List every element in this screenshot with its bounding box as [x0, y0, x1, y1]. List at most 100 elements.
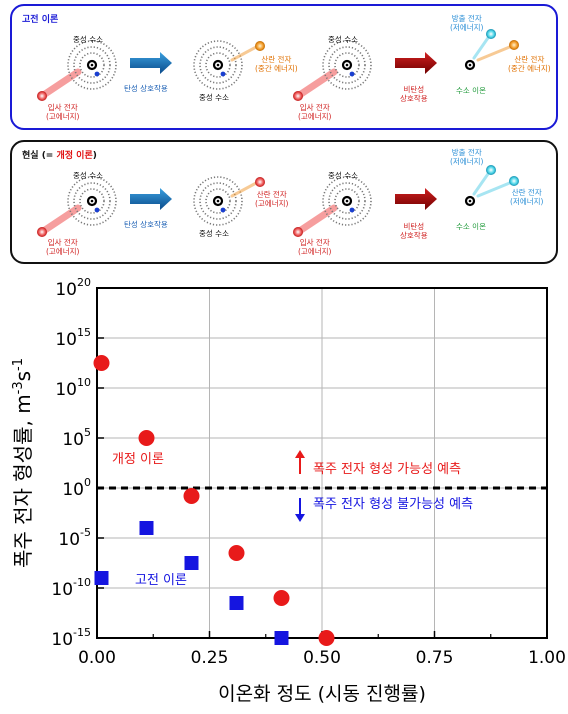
x-axis-label: 이온화 정도 (시동 진행률) [218, 683, 426, 705]
schematic-drawings [37, 29, 519, 237]
up-arrow-icon [295, 450, 305, 474]
scattered-electron-icon [255, 177, 265, 187]
classical-theory-panel: 고전 이론 [10, 4, 558, 130]
hydrogen-ion-label: 수소 이온 [456, 86, 486, 95]
orbital-ring [193, 176, 243, 226]
y-tick-label: 1015 [55, 326, 91, 350]
x-tick-label: 0.00 [78, 648, 116, 668]
incident-electron-icon [37, 227, 47, 237]
bound-electron-icon [220, 71, 226, 77]
data-point-classical [274, 631, 289, 645]
revised-theory-panel: 현실 (= 개정 이론) [10, 140, 558, 264]
hydrogen-label: 중성 수소 [73, 171, 103, 180]
electron-trail [472, 169, 492, 196]
data-point-revised [318, 630, 335, 646]
electron-trail [476, 44, 514, 62]
series-label-revised: 개정 이론 [112, 452, 164, 467]
electron-trail [294, 204, 338, 236]
elastic-arrow-icon [130, 52, 172, 74]
emitted-electron-label: 방출 전자 (저에너지) [450, 148, 484, 166]
ion-core [468, 199, 472, 203]
scattered-electron-icon [255, 41, 265, 51]
orbital-ring [322, 176, 372, 226]
orbital-ring [205, 188, 231, 214]
electron-trail [230, 44, 260, 62]
bound-electron-icon [349, 71, 355, 77]
electron-trail [38, 204, 82, 236]
y-axis-label: 폭주 전자 형성률, m-3s-1 [11, 358, 35, 568]
x-tick-label: 0.50 [303, 648, 341, 668]
y-tick-label: 100 [62, 476, 91, 500]
data-point-revised [138, 430, 155, 446]
axis-ticks: 0.00 0.25 0.50 0.75 1.00 10-15 10-10 10-5 100 105… [51, 276, 566, 668]
panel-title: 현실 (= 개정 이론) [22, 151, 97, 161]
hydrogen-label: 중성 수소 [328, 35, 358, 44]
inelastic-label: 비탄성 상호작용 [400, 85, 428, 103]
y-tick-label: 105 [62, 426, 91, 450]
incident-electron-icon [293, 91, 303, 101]
impossible-annotation: 폭주 전자 형성 불가능성 예측 [313, 497, 473, 512]
electron-trail [472, 33, 492, 60]
hydrogen-atom-icon [322, 40, 372, 90]
orbital-ring [193, 40, 243, 90]
hydrogen-atom-icon [322, 176, 372, 226]
electron-trail [230, 180, 260, 198]
inelastic-arrow-icon [395, 188, 437, 210]
nucleus-core [90, 63, 94, 67]
ion-core [468, 63, 472, 67]
y-tick-label: 10-10 [51, 576, 91, 600]
electron-trail [294, 68, 338, 100]
orbital-ring [199, 46, 237, 84]
hydrogen-label: 중성 수소 [199, 229, 229, 238]
orbital-ring [199, 182, 237, 220]
inelastic-label: 비탄성 상호작용 [400, 222, 428, 240]
nucleus-core [216, 63, 220, 67]
hydrogen-atom-icon [193, 40, 243, 90]
data-points [93, 355, 335, 646]
emitted-electron-icon [486, 165, 496, 175]
nucleus-core [345, 199, 349, 203]
panel-title: 고전 이론 [22, 15, 59, 25]
series-label-classical: 고전 이론 [135, 573, 187, 588]
data-point-classical [229, 596, 244, 610]
bound-electron-icon [220, 207, 226, 213]
data-point-revised [183, 488, 200, 504]
orbital-ring [67, 176, 117, 226]
orbital-ring [334, 188, 360, 214]
incident-electron-label: 입사 전자 (고에너지) [46, 238, 80, 256]
y-tick-label: 10-5 [58, 526, 91, 550]
data-point-classical [94, 571, 109, 585]
down-arrow-icon [295, 498, 305, 522]
orbital-ring [328, 182, 366, 220]
orbital-ring [73, 182, 111, 220]
classical-schematic [37, 29, 519, 101]
emitted-electron-label: 방출 전자 (저에너지) [450, 14, 484, 32]
hydrogen-atom-icon [193, 176, 243, 226]
nucleus-core [90, 199, 94, 203]
nucleus-core [345, 63, 349, 67]
x-tick-label: 0.25 [191, 648, 229, 668]
electron-trail [476, 180, 514, 198]
orbital-ring [328, 46, 366, 84]
inelastic-arrow-icon [395, 52, 437, 74]
orbital-ring [334, 52, 360, 78]
x-tick-label: 0.75 [416, 648, 454, 668]
orbital-ring [322, 40, 372, 90]
data-point-revised [93, 355, 110, 371]
data-point-revised [228, 545, 245, 561]
scattered-electron-label: 산란 전자 (저에너지) [510, 188, 544, 206]
hydrogen-label: 중성 수소 [328, 171, 358, 180]
runaway-electron-chart: 0.00 0.25 0.50 0.75 1.00 10-15 10-10 10-5 100 105… [11, 276, 566, 705]
hydrogen-label: 중성 수소 [199, 93, 229, 102]
scattered-electron-icon [509, 176, 519, 186]
y-tick-label: 1010 [55, 376, 91, 400]
incident-electron-label: 입사 전자 (고에너지) [298, 238, 332, 256]
incident-electron-icon [293, 227, 303, 237]
nucleus-core [216, 199, 220, 203]
hydrogen-label: 중성 수소 [73, 35, 103, 44]
hydrogen-atom-icon [67, 176, 117, 226]
up-arrow-head [295, 450, 305, 458]
elastic-arrow-icon [130, 188, 172, 210]
elastic-label: 탄성 상호작용 [124, 220, 168, 229]
incident-electron-label: 입사 전자 (고에너지) [46, 103, 80, 121]
